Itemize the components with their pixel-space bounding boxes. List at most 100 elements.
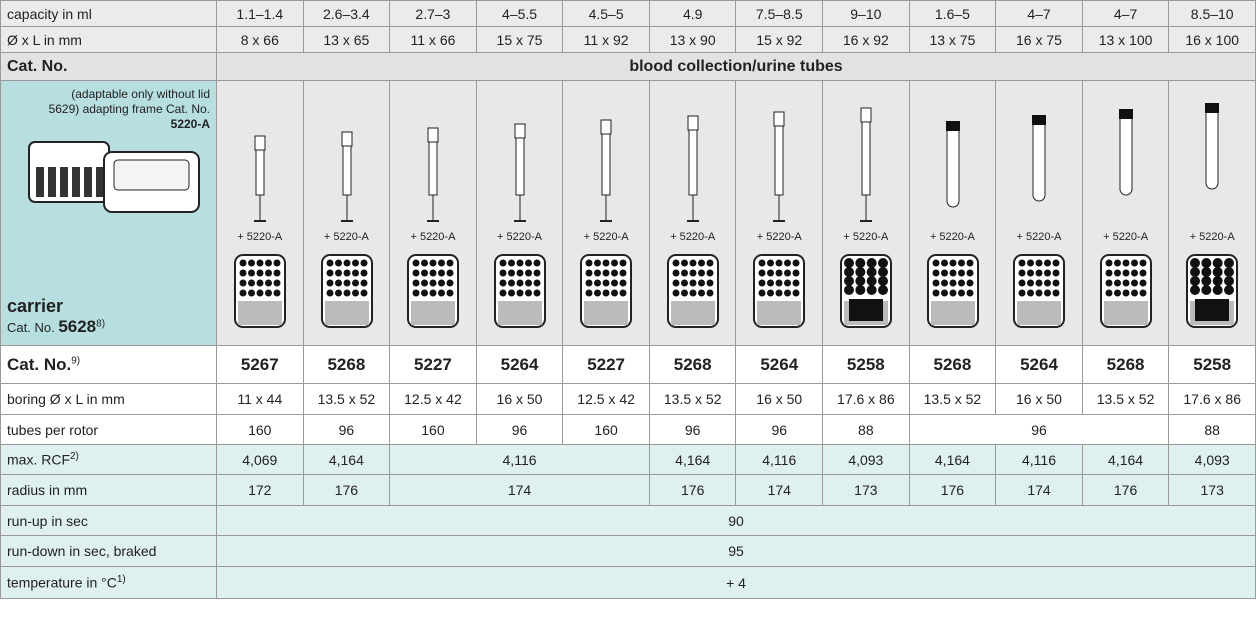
drawing-part xyxy=(878,267,888,277)
drawing-part xyxy=(862,122,870,195)
drawing-part xyxy=(413,290,420,297)
drawing-part xyxy=(1224,258,1234,268)
drawing-part xyxy=(958,270,965,277)
drawing-part xyxy=(1053,270,1060,277)
footnote: 2) xyxy=(70,451,79,462)
drawing-part xyxy=(447,280,454,287)
drawing-part xyxy=(867,276,877,286)
drawing-part xyxy=(515,124,525,138)
drawing-part xyxy=(1027,290,1034,297)
drawing-part xyxy=(257,280,264,287)
drawing-part xyxy=(620,290,627,297)
drawing-part xyxy=(508,280,515,287)
drawing-part xyxy=(878,258,888,268)
drawing-part xyxy=(941,270,948,277)
drawing-part xyxy=(1032,115,1046,125)
cell: 4,164 xyxy=(649,445,736,475)
drawing-part xyxy=(844,258,854,268)
drawing-part xyxy=(603,290,610,297)
cell: 174 xyxy=(736,475,823,506)
drawing-part xyxy=(855,276,865,286)
drawing-part xyxy=(343,270,350,277)
drawing-part xyxy=(706,280,713,287)
drawing-part xyxy=(1019,260,1026,267)
drawing-part xyxy=(698,260,705,267)
carrier-drawing xyxy=(304,243,390,338)
drawing-part xyxy=(1114,290,1121,297)
label-text: run-down in sec, braked xyxy=(7,543,156,559)
tube-drawing xyxy=(304,81,390,231)
drawing-part xyxy=(1033,125,1045,201)
drawing-part xyxy=(257,290,264,297)
cell: 176 xyxy=(909,475,996,506)
drawing-part xyxy=(611,280,618,287)
cell: 16 x 100 xyxy=(1169,27,1256,53)
drawing-part xyxy=(360,260,367,267)
row-label: Cat. No. xyxy=(1,53,217,81)
drawing-part xyxy=(603,270,610,277)
drawing-part xyxy=(525,270,532,277)
drawing-part xyxy=(932,270,939,277)
cell: 160 xyxy=(390,415,477,445)
cell: 13.5 x 52 xyxy=(909,384,996,415)
drawing-part xyxy=(706,290,713,297)
drawing-part xyxy=(603,280,610,287)
drawing-part xyxy=(759,260,766,267)
drawing-part xyxy=(499,290,506,297)
drawing-part xyxy=(1195,299,1229,321)
drawing-part xyxy=(438,280,445,287)
drawing-part xyxy=(499,260,506,267)
drawing-part xyxy=(257,260,264,267)
drawing-part xyxy=(1202,267,1212,277)
drawing-part xyxy=(438,260,445,267)
drawing-part xyxy=(525,260,532,267)
drawing-part xyxy=(343,146,351,195)
drawing-part xyxy=(114,160,189,190)
group-row: Cat. No.blood collection/urine tubes xyxy=(1,53,1256,81)
drawing-part xyxy=(586,290,593,297)
drawing-part xyxy=(620,270,627,277)
adapter-label: + 5220-A xyxy=(563,231,649,243)
tube-drawing xyxy=(996,81,1082,231)
cell: 11 x 44 xyxy=(217,384,304,415)
drawing-part xyxy=(793,280,800,287)
drawing-part xyxy=(1114,270,1121,277)
row-label: Ø x L in mm xyxy=(1,27,217,53)
drawing-part xyxy=(966,280,973,287)
cell: 96 xyxy=(909,415,1169,445)
drawing-part xyxy=(1224,267,1234,277)
data-row: temperature in °C1)+ 4 xyxy=(1,567,1256,599)
cell: 4,093 xyxy=(1169,445,1256,475)
drawing-part xyxy=(352,260,359,267)
drawing-part xyxy=(611,270,618,277)
cell: 90 xyxy=(217,506,1256,536)
drawing-cell: + 5220-A xyxy=(736,81,823,346)
adapter-label: + 5220-A xyxy=(1083,231,1169,243)
drawing-part xyxy=(1027,280,1034,287)
cell: 174 xyxy=(390,475,650,506)
drawing-part xyxy=(342,132,352,146)
drawing-cell: + 5220-A xyxy=(303,81,390,346)
drawing-part xyxy=(784,280,791,287)
label-text: tubes per rotor xyxy=(7,422,98,438)
drawing-part xyxy=(248,270,255,277)
drawing-part xyxy=(1139,290,1146,297)
drawing-part xyxy=(949,270,956,277)
drawing-part xyxy=(265,280,272,287)
drawing-part xyxy=(96,167,104,197)
drawing-cell: + 5220-A xyxy=(476,81,563,346)
drawing-part xyxy=(594,290,601,297)
cell: 5268 xyxy=(649,346,736,384)
adapter-label: + 5220-A xyxy=(823,231,909,243)
drawing-part xyxy=(343,290,350,297)
cell: 12.5 x 42 xyxy=(390,384,477,415)
tube-drawing xyxy=(823,81,909,231)
drawing-part xyxy=(525,290,532,297)
drawing-part xyxy=(1122,260,1129,267)
adapter-label: + 5220-A xyxy=(650,231,736,243)
